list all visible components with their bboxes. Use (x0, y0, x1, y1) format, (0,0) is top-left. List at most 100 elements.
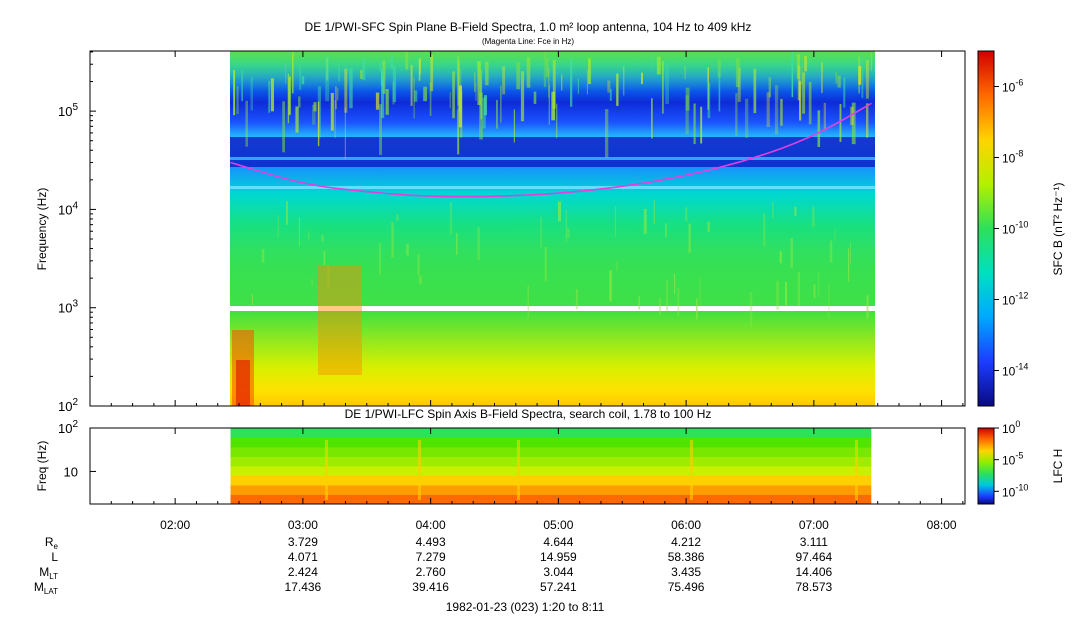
spectrum-streak (871, 52, 873, 71)
mid-freq-burst (318, 265, 362, 375)
ephemeris-value: 3.729 (288, 535, 318, 549)
top-y-axis: 102 103 104 105 (58, 51, 96, 414)
top-spectrum-low (230, 311, 875, 406)
ephemeris-label: Re (45, 535, 59, 551)
top-y-axis-label: Frequency (Hz) (35, 188, 49, 271)
spectrum-streak (480, 69, 483, 120)
spectrum-streak (813, 284, 816, 298)
lfc-streak (325, 440, 328, 500)
spectrum-streak (858, 65, 862, 85)
spectrum-streak (700, 106, 703, 144)
spectrum-streak (286, 201, 288, 225)
spectrum-streak (804, 56, 807, 72)
spectrum-streak (674, 273, 676, 295)
spectrum-streak (641, 72, 643, 85)
spectrum-streak (344, 107, 346, 159)
spectrum-streak (334, 100, 336, 139)
spectrum-streak (665, 62, 669, 105)
spectrum-streak (616, 260, 618, 271)
spectrum-streak (477, 227, 480, 261)
spectrum-streak (459, 85, 462, 128)
spectrum-streak (818, 271, 820, 298)
spectrum-streak (392, 66, 397, 102)
spectrum-streak (605, 109, 609, 158)
spectrum-streak (307, 231, 310, 240)
spectrum-streak (552, 59, 556, 109)
spectrum-streak (533, 91, 537, 104)
ephemeris-value: 39.416 (412, 580, 449, 594)
spectrum-streak (865, 60, 869, 99)
spectrum-streak (375, 92, 380, 110)
spectrum-streak (623, 66, 625, 96)
ephemeris-value: 97.464 (795, 550, 832, 564)
spectrum-streak (586, 70, 588, 95)
spectrum-streak (295, 106, 299, 133)
spectrum-streak (474, 72, 476, 92)
ephemeris-value: 2.760 (416, 565, 446, 579)
spectrum-streak (285, 62, 287, 84)
spectrum-streak (685, 206, 688, 221)
spectrum-streak (544, 247, 547, 282)
spectrum-streak (609, 88, 612, 101)
spectrum-streak (776, 280, 780, 310)
spectrum-streak (696, 298, 698, 320)
spectrum-streak (413, 78, 415, 119)
spectrum-streak (323, 251, 326, 266)
spectrum-streak (821, 62, 823, 94)
top-spectrum-streaks (233, 51, 873, 327)
spectrum-streak (457, 60, 460, 110)
spectrum-streak (337, 88, 339, 101)
spectrum-streak (292, 51, 294, 94)
spectrum-streak (417, 254, 420, 275)
spectrum-streak (277, 215, 279, 237)
spectrum-streak (418, 275, 422, 285)
spectrum-streak (858, 56, 860, 94)
spectrum-streak (735, 57, 740, 87)
x-axis: 02:00 03:00 04:00 05:00 06:00 07:00 08:00 (89, 51, 964, 532)
spectrum-streak (688, 223, 691, 253)
spectrum-streak (423, 86, 427, 102)
spectrum-streak (718, 71, 721, 112)
y-tick-label: 102 (58, 419, 78, 436)
spectrum-streak (796, 54, 800, 79)
bottom-spectrum-streaks (325, 440, 858, 500)
spectrum-streak (839, 104, 842, 142)
spectrum-streak (362, 58, 366, 81)
spectrum-streak (638, 296, 640, 310)
x-axis-caption: 1982-01-23 (023) 1:20 to 8:11 (446, 600, 605, 614)
spectrum-streak (477, 61, 481, 105)
top-panel-title: DE 1/PWI-SFC Spin Plane B-Field Spectra,… (305, 20, 752, 34)
x-tick-label: 04:00 (416, 518, 446, 532)
spectrum-streak (607, 80, 611, 93)
spectrum-streak (829, 240, 833, 263)
lfc-band (230, 437, 872, 448)
spectrum-streak (828, 283, 830, 319)
spectrum-streak (812, 206, 815, 227)
ephemeris-value: 57.241 (540, 580, 577, 594)
spectrum-streak (823, 102, 826, 131)
spectrum-streak (794, 206, 797, 216)
spectrum-streak (662, 61, 664, 114)
spectrum-streak (780, 98, 783, 126)
spectrum-streak (485, 61, 489, 86)
top-colorbar-ticks: 10-6 10-8 10-10 10-12 10-14 (994, 78, 1028, 379)
spectrum-streak (548, 67, 550, 98)
spectrum-streak (287, 73, 290, 124)
spectrum-streak (666, 280, 668, 311)
spectrum-streak (699, 277, 701, 307)
spectrum-streak (565, 210, 568, 243)
spectrum-streak (808, 81, 812, 125)
spectrum-streak (650, 52, 652, 69)
spectrum-streak (614, 206, 617, 237)
spectrum-streak (768, 77, 771, 98)
spectrum-streak (335, 86, 337, 110)
spectrum-streak (475, 82, 477, 101)
spectrum-streak (326, 57, 329, 81)
y-tick-label: 104 (58, 200, 78, 217)
spectrum-streak (268, 80, 271, 113)
spectrum-streak (545, 57, 549, 77)
spectrum-streak (496, 100, 498, 129)
spectrum-streak (349, 68, 353, 109)
spectrum-streak (520, 71, 525, 122)
